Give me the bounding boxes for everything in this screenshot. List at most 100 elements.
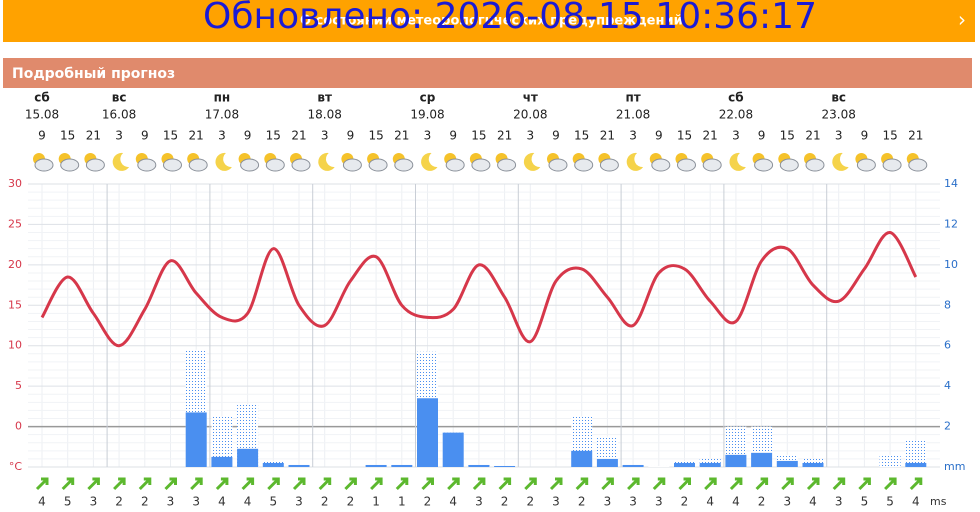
hour-label: 3 [321,129,329,143]
hour-label: 3 [115,129,123,143]
hour-label: 3 [424,129,432,143]
wind-arrow [292,477,306,491]
day-date: 18.08 [308,108,342,122]
hour-label: 21 [908,129,923,143]
precip-max-bar [648,465,670,467]
hour-label: 21 [86,129,101,143]
notice[interactable]: О состоянии метеорологических предупрежд… [300,14,683,29]
y2-tick-label: 14 [944,177,958,190]
cloud-icon [677,158,696,172]
cloud-icon [908,158,928,172]
y-tick-label: °C [9,460,23,473]
wind-speed: 5 [886,495,894,509]
wind-speed: 3 [835,495,843,509]
wind-arrow [164,477,177,491]
y-tick-label: 30 [8,177,22,190]
weather-icon [444,153,465,172]
precip-bar [802,462,824,467]
weather-icon [290,153,311,172]
weather-icon [572,153,594,172]
moon-icon [626,152,644,171]
day-name: ср [420,91,436,105]
day-date: 19.08 [410,108,444,122]
day-name: вт [317,91,332,105]
day-date: 22.08 [719,108,753,122]
y2-tick-label: 12 [944,217,958,230]
hour-label: 15 [780,129,795,143]
moon-icon [215,152,232,171]
precip-bar [211,456,233,467]
cloud-icon [497,158,517,172]
wind-speed: 3 [90,495,98,509]
wind-speed: 4 [218,495,226,509]
cloud-icon [471,158,491,172]
precip-bar [442,432,464,467]
weather-icon [264,153,285,172]
wind-arrow [575,477,589,491]
weather-icon [58,153,80,172]
updated-title: Обновлено: 2026-08-15 10:36:17 [203,0,817,37]
hour-label: 15 [882,129,897,143]
wind-arrow [858,477,871,491]
hour-label: 21 [805,129,820,143]
weather-icon [649,153,671,172]
cloud-icon [394,158,414,172]
weather-icon [778,153,799,172]
wind-arrow [884,477,897,491]
cloud-icon [702,158,722,172]
wind-arrow [61,477,75,491]
wind-speed: 2 [141,495,149,509]
wind-arrow [909,477,923,491]
cloud-icon [163,158,182,172]
weather-icon [469,153,491,172]
wind-speed: 3 [192,495,200,509]
wind-speed: 4 [38,495,46,509]
hour-label: 9 [552,129,560,143]
section-bar [3,58,972,88]
weather-icon [318,152,335,171]
wind-arrow [549,477,563,491]
wind-arrow [832,477,846,491]
y2-tick-label: 6 [944,339,951,352]
wind-speed: 4 [732,495,740,509]
wind-speed: 2 [578,495,586,509]
hour-label: 15 [677,129,692,143]
wind-arrow [447,477,460,491]
hour-label: 3 [835,129,843,143]
notice-arrow[interactable]: › [958,8,966,32]
y-tick-label: 0 [15,420,22,433]
cloud-icon [368,158,388,172]
y-tick-label: 5 [15,379,22,392]
wind-speed: 2 [347,495,355,509]
weather-icon [341,153,362,172]
temperature-line [40,231,918,348]
wind-arrow [344,477,357,491]
wind-arrow [215,477,229,491]
hour-label: 9 [861,129,869,143]
weather-icon [598,153,619,172]
weather-icon [135,153,157,172]
cloud-icon [805,158,825,172]
day-date: 15.08 [25,108,59,122]
wind-arrow [729,477,743,491]
cloud-icon [856,158,876,172]
weather-icon [547,153,568,172]
precip-max-bar [211,416,233,467]
precip-bar [674,462,695,467]
precip-bar [185,412,207,467]
moon-icon [421,152,438,171]
weather-icon [112,152,130,171]
wind-speed: 2 [526,495,534,509]
cloud-icon [548,158,568,172]
wind-speed: 3 [655,495,663,509]
day-name: чт [523,91,538,105]
cloud-icon [574,158,594,172]
cloud-icon [137,158,157,172]
hour-label: 15 [368,129,383,143]
wind-arrow [190,477,203,491]
header-bar[interactable] [3,0,975,42]
weather-icon [161,153,182,172]
wind-speed: 3 [295,495,303,509]
cloud-icon [240,158,260,172]
